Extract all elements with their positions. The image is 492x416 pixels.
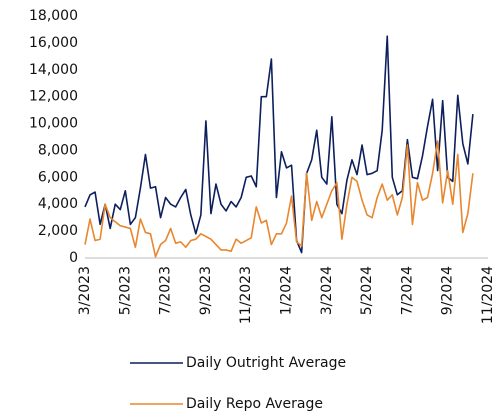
x-tick-label: 3/2023: [77, 266, 93, 315]
x-tick-label: 1/2024: [279, 266, 295, 315]
legend-label: Daily Outright Average: [186, 355, 346, 371]
x-tick-label: 5/2024: [359, 266, 375, 315]
y-tick-label: 4,000: [38, 196, 78, 212]
legend-label: Daily Repo Average: [186, 396, 323, 412]
x-tick-label: 5/2023: [117, 266, 133, 315]
series-line: [84, 35, 474, 254]
y-tick-label: 8,000: [38, 142, 78, 158]
y-tick-label: 6,000: [38, 169, 78, 185]
y-tick-label: 2,000: [38, 223, 78, 239]
x-tick-label: 7/2024: [399, 266, 415, 315]
y-tick-label: 14,000: [29, 62, 78, 78]
x-tick-label: 3/2024: [319, 266, 335, 315]
y-tick-label: 12,000: [29, 89, 78, 105]
y-tick-label: 0: [69, 250, 78, 266]
x-tick-label: 11/2023: [238, 266, 254, 324]
series-line: [84, 140, 474, 258]
x-tick-label: 9/2023: [198, 266, 214, 315]
x-tick-label: 7/2023: [158, 266, 174, 315]
y-tick-label: 16,000: [29, 35, 78, 51]
x-tick-label: 9/2024: [440, 266, 456, 315]
y-tick-label: 18,000: [29, 8, 78, 24]
x-tick-label: 11/2024: [480, 266, 492, 324]
y-tick-label: 10,000: [29, 116, 78, 132]
